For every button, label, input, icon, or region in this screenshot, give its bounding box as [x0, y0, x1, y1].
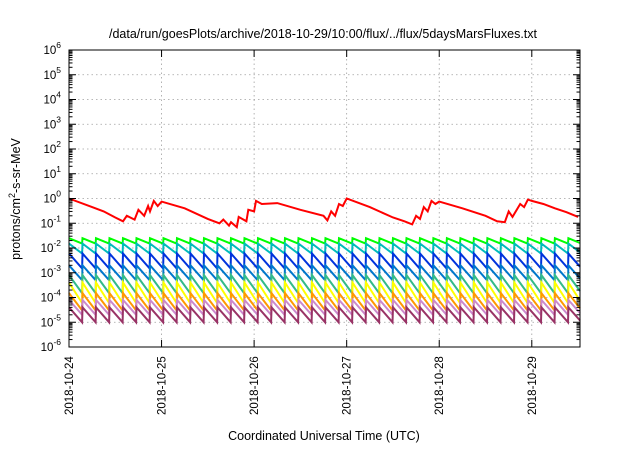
y-tick-label: 10-3 — [41, 263, 62, 280]
chart-title: /data/run/goesPlots/archive/2018-10-29/1… — [109, 27, 538, 41]
series-line-3 — [68, 241, 581, 256]
y-tick-exp: -1 — [53, 213, 61, 223]
y-axis-label-post: -s-sr-MeV — [9, 137, 23, 193]
y-tick-exp: 5 — [56, 65, 61, 75]
y-tick-label: 100 — [43, 189, 61, 206]
y-axis-label-sup: 2 — [7, 193, 17, 198]
x-tick-label: 2018-10-29 — [527, 356, 539, 415]
series-line-1 — [68, 197, 579, 229]
y-tick-base: 10 — [41, 218, 54, 230]
y-axis-label-pre: protons/cm — [9, 198, 23, 260]
y-tick-base: 10 — [41, 342, 54, 354]
y-tick-exp: 1 — [56, 164, 61, 174]
y-tick-base: 10 — [43, 194, 56, 206]
x-tick-label: 2018-10-24 — [64, 356, 76, 415]
y-tick-label: 10-2 — [41, 238, 62, 255]
series-line-10 — [68, 304, 581, 325]
y-axis-ticks: 10610510410310210110010-110-210-310-410-… — [41, 40, 580, 354]
series-line-2 — [68, 236, 581, 246]
y-tick-base: 10 — [43, 169, 56, 181]
x-axis-ticks: 2018-10-24 2018-10-25 2018-10-26 2018-10-27… — [64, 50, 539, 415]
x-tick-label: 2018-10-25 — [157, 356, 169, 415]
x-axis-label: Coordinated Universal Time (UTC) — [228, 429, 420, 443]
y-tick-base: 10 — [41, 268, 54, 280]
y-tick-exp: 0 — [56, 189, 61, 199]
series-line-5 — [68, 262, 581, 283]
y-tick-exp: -5 — [53, 312, 61, 322]
y-tick-base: 10 — [43, 95, 56, 107]
y-tick-exp: -2 — [53, 238, 61, 248]
y-tick-exp: -6 — [53, 337, 61, 347]
y-tick-base: 10 — [43, 144, 56, 156]
y-tick-exp: 4 — [56, 90, 61, 100]
y-tick-label: 102 — [43, 139, 61, 156]
y-tick-label: 103 — [43, 114, 61, 131]
y-tick-base: 10 — [41, 317, 54, 329]
y-tick-label: 10-4 — [41, 288, 62, 305]
y-tick-label: 10-5 — [41, 312, 62, 329]
y-tick-exp: -3 — [53, 263, 61, 273]
y-tick-exp: 3 — [56, 114, 61, 124]
x-tick-label: 2018-10-26 — [249, 356, 261, 415]
y-tick-label: 10-6 — [41, 337, 62, 354]
y-tick-exp: -4 — [53, 288, 61, 298]
y-tick-label: 101 — [43, 164, 61, 181]
y-tick-base: 10 — [43, 45, 56, 57]
y-tick-label: 106 — [43, 40, 61, 57]
y-tick-label: 104 — [43, 90, 61, 107]
series-group — [68, 197, 581, 325]
y-axis-label: protons/cm2-s-sr-MeV — [7, 137, 23, 259]
y-tick-exp: 6 — [56, 40, 61, 50]
x-tick-label: 2018-10-27 — [342, 356, 354, 415]
y-tick-base: 10 — [41, 243, 54, 255]
y-tick-label: 105 — [43, 65, 61, 82]
y-tick-base: 10 — [43, 119, 56, 131]
y-tick-exp: 2 — [56, 139, 61, 149]
y-tick-base: 10 — [41, 293, 54, 305]
series-line-4 — [68, 250, 581, 271]
x-tick-label: 2018-10-28 — [434, 356, 446, 415]
y-tick-label: 10-1 — [41, 213, 62, 230]
y-tick-base: 10 — [43, 70, 56, 82]
